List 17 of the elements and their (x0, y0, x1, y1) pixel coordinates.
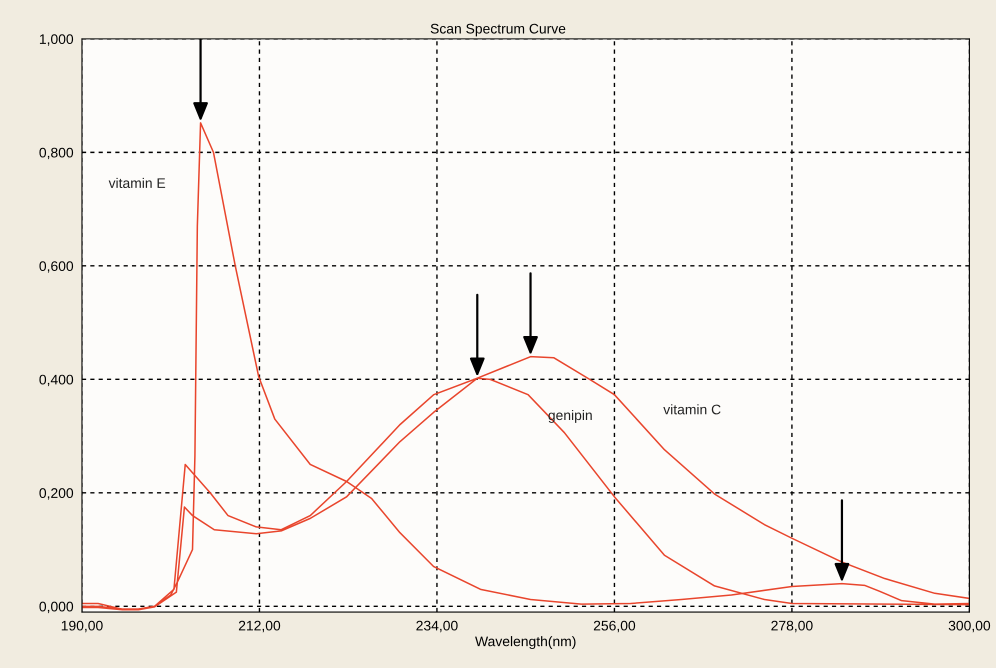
x-axis-title: Wavelength(nm) (475, 636, 576, 650)
y-tick-label: 0,200 (39, 488, 74, 500)
series-label: vitamin C (663, 404, 721, 414)
y-tick-label: 0,000 (39, 602, 74, 614)
chart-title: Scan Spectrum Curve (430, 24, 566, 36)
y-tick-label: 1,000 (40, 34, 74, 46)
x-tick-label: 278,00 (771, 620, 813, 632)
x-tick-label: 212,00 (238, 620, 280, 632)
x-tick-label: 256,00 (594, 620, 636, 632)
series-label: genipin (548, 410, 592, 423)
x-tick-label: 300,00 (948, 620, 990, 632)
y-tick-label: 0,400 (39, 374, 74, 386)
x-tick-label: 190,00 (62, 620, 103, 632)
y-tick-label: 0,800 (39, 148, 74, 160)
text: vitamin E (108, 178, 166, 188)
y-tick-label: 0,600 (39, 261, 74, 273)
x-tick-label: 234,00 (416, 620, 458, 632)
